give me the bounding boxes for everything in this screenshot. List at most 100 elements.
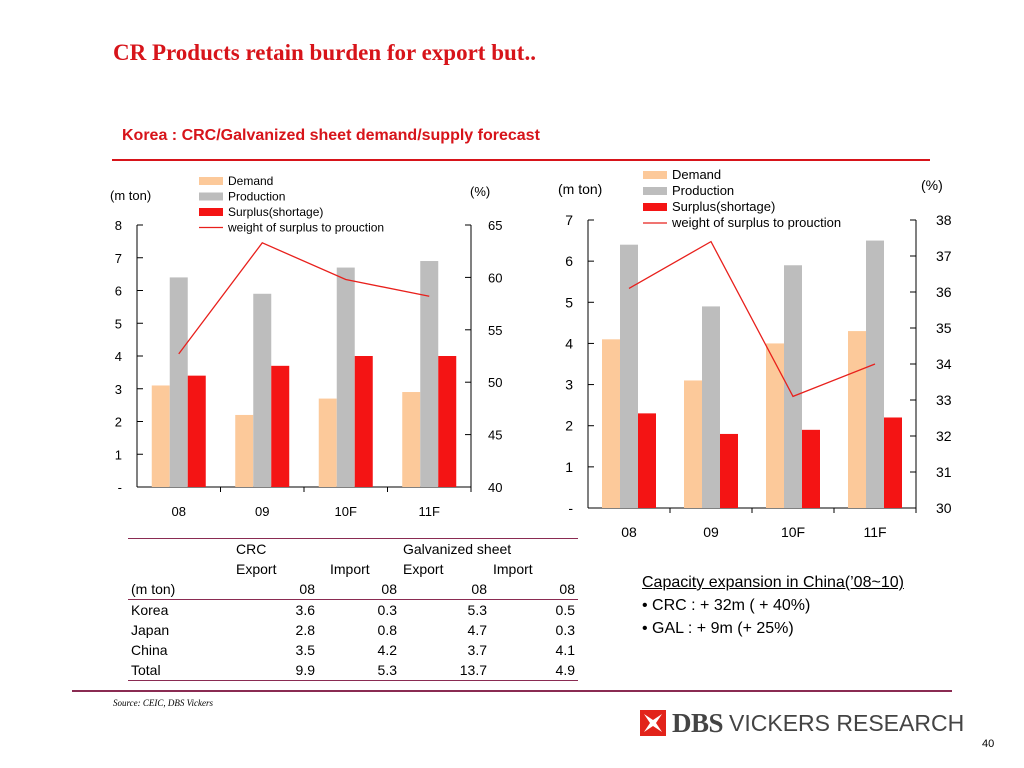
right-tick-label: 38 (936, 212, 952, 228)
table-row: Total 9.9 5.3 13.7 4.9 (128, 660, 578, 681)
table-cell: Korea (131, 602, 169, 618)
bar-production (784, 265, 802, 508)
capacity-item: • CRC : + 32m ( + 40%) (642, 597, 811, 614)
left-tick-label: - (118, 480, 122, 495)
right-tick-label: 37 (936, 248, 952, 264)
legend-swatch (199, 192, 223, 201)
legend-label: weight of surplus to prouction (227, 221, 384, 235)
right-tick-label: 32 (936, 428, 952, 444)
left-tick-label: 3 (115, 382, 122, 397)
bar-production (253, 293, 272, 487)
table-header-cell: Export (403, 561, 444, 577)
left-tick-label: 6 (115, 284, 122, 299)
right-axis-unit: (%) (921, 177, 943, 193)
table-header-cell: 08 (218, 579, 318, 600)
legend-label: Demand (672, 167, 721, 182)
dbs-star-icon (640, 710, 666, 736)
right-tick-label: 50 (488, 375, 502, 390)
left-tick-label: 7 (115, 251, 122, 266)
bar-demand (402, 392, 421, 487)
bar-surplus (438, 356, 457, 487)
x-tick-label: 08 (621, 524, 637, 540)
footer-divider (72, 690, 952, 692)
right-tick-label: 31 (936, 464, 952, 480)
capacity-note: Capacity expansion in China(’08~10) • CR… (642, 571, 904, 640)
weight-line (178, 242, 430, 355)
bar-surplus (638, 413, 656, 508)
capacity-heading: Capacity expansion in China(’08~10) (642, 574, 904, 591)
legend-label: Production (228, 190, 285, 204)
table-cell: China (131, 642, 168, 658)
x-tick-label: 11F (419, 504, 440, 519)
table-cell: 4.7 (467, 622, 487, 638)
x-tick-label: 08 (172, 504, 186, 519)
left-tick-label: 4 (115, 349, 122, 364)
bar-surplus (884, 417, 902, 508)
right-tick-label: 55 (488, 323, 502, 338)
left-tick-label: 6 (565, 253, 573, 269)
table-row: Korea 3.6 0.3 5.3 0.5 (128, 600, 578, 621)
legend-label: Surplus(shortage) (672, 199, 775, 214)
table-cell: 5.3 (467, 602, 487, 618)
table-cell: 0.3 (555, 622, 575, 638)
right-tick-label: 36 (936, 284, 952, 300)
bar-production (702, 306, 720, 508)
table-group-header-row: CRC Galvanized sheet (128, 538, 578, 559)
legend-label: weight of surplus to prouction (671, 215, 841, 230)
x-tick-label: 11F (863, 524, 886, 540)
table-cell: 4.2 (377, 642, 397, 658)
x-tick-label: 10F (335, 504, 357, 519)
legend-label: Demand (228, 174, 273, 188)
table-cell: 3.6 (295, 602, 315, 618)
bar-surplus (187, 375, 206, 487)
table-header-cell (128, 538, 218, 559)
source-note: Source: CEIC, DBS Vickers (113, 698, 213, 708)
x-tick-label: 10F (781, 524, 805, 540)
dbs-logo: DBS VICKERS RESEARCH (640, 706, 964, 740)
table-header-cell: 08 (490, 579, 578, 600)
table-unit-row: (m ton) 08 08 08 08 (128, 579, 578, 600)
table-cell: 0.8 (377, 622, 397, 638)
legend-swatch (643, 203, 667, 211)
table-cell: 9.9 (218, 660, 318, 681)
weight-line (628, 240, 876, 398)
right-tick-label: 65 (488, 218, 502, 233)
legend-swatch (199, 177, 223, 185)
table-cell: 5.3 (318, 660, 400, 681)
table-sub-header-row: Export Import Export Import (128, 559, 578, 579)
table-cell: 3.5 (295, 642, 315, 658)
table-header-cell: Import (493, 561, 533, 577)
table-header-cell: 08 (400, 579, 490, 600)
table-header-cell (128, 559, 218, 579)
page-title: CR Products retain burden for export but… (113, 40, 536, 65)
bar-demand (684, 380, 702, 508)
left-tick-label: 3 (565, 377, 573, 393)
table-header-cell (318, 538, 400, 559)
table-cell: 13.7 (400, 660, 490, 681)
right-tick-label: 45 (488, 428, 502, 443)
table-row: Japan 2.8 0.8 4.7 0.3 (128, 620, 578, 640)
right-tick-label: 35 (936, 320, 952, 336)
x-tick-label: 09 (703, 524, 719, 540)
left-tick-label: - (568, 500, 573, 516)
left-tick-label: 2 (115, 415, 122, 430)
bar-demand (848, 331, 866, 508)
bar-surplus (354, 356, 373, 487)
table-header-cell: 08 (318, 579, 400, 600)
page-number: 40 (982, 738, 995, 750)
table-cell: 0.5 (555, 602, 575, 618)
capacity-item: • GAL : + 9m (+ 25%) (642, 620, 794, 637)
table-cell: Total (128, 660, 218, 681)
left-tick-label: 7 (565, 212, 573, 228)
right-tick-label: 30 (936, 500, 952, 516)
logo-brand: DBS (672, 707, 724, 738)
bar-demand (235, 414, 254, 487)
right-tick-label: 34 (936, 356, 952, 372)
left-axis-unit: (m ton) (558, 181, 602, 197)
right-tick-label: 40 (488, 480, 502, 495)
legend-swatch (643, 187, 667, 195)
left-tick-label: 8 (115, 218, 122, 233)
table-cell: 4.9 (490, 660, 578, 681)
table-header-cell: (m ton) (128, 579, 218, 600)
